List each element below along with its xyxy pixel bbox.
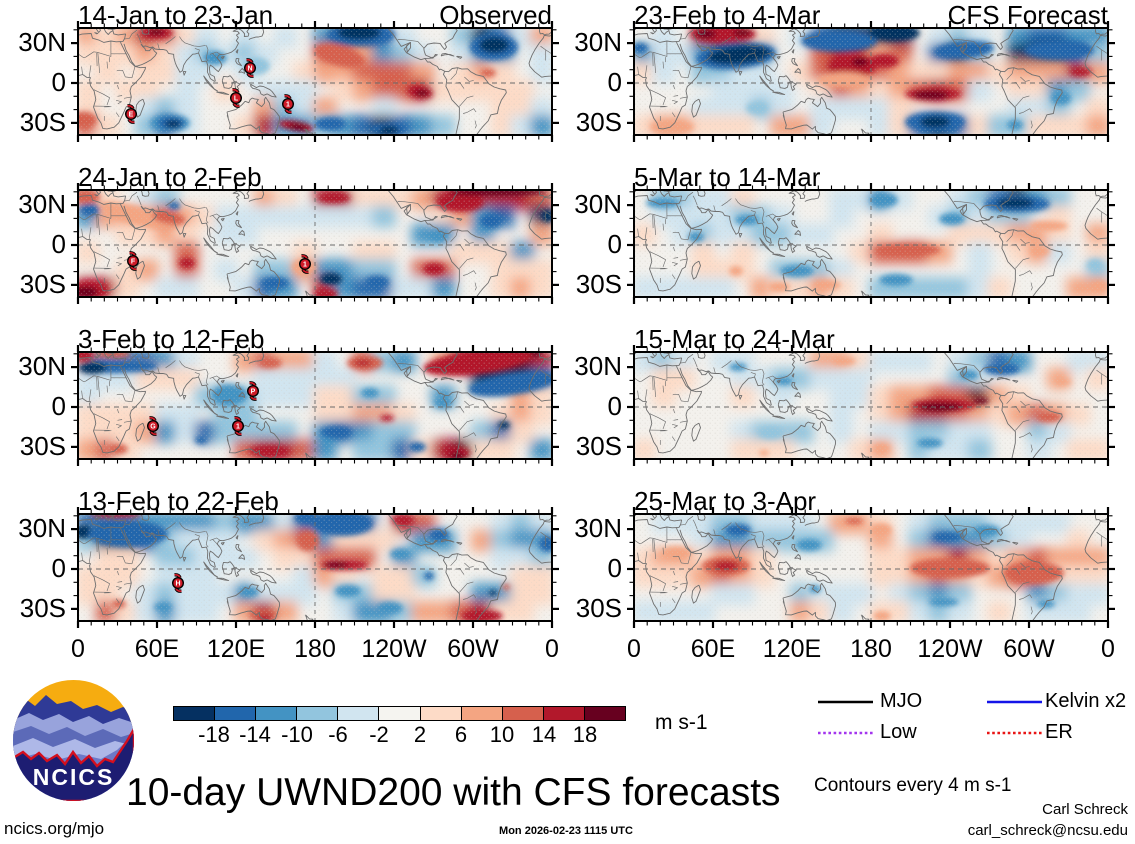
svg-text:F: F xyxy=(131,259,136,266)
svg-text:1: 1 xyxy=(303,262,307,269)
svg-text:1: 1 xyxy=(286,102,290,109)
svg-text:1: 1 xyxy=(236,424,240,431)
svg-text:G: G xyxy=(150,424,156,431)
svg-text:E: E xyxy=(129,112,134,119)
svg-text:L: L xyxy=(234,96,239,103)
svg-text:NCICS: NCICS xyxy=(33,764,115,790)
svg-text:N: N xyxy=(247,66,252,73)
svg-text:P: P xyxy=(251,389,256,396)
svg-text:H: H xyxy=(175,581,180,588)
